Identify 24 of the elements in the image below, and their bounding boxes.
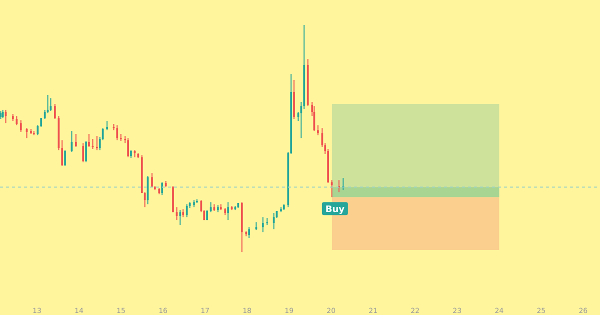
candlestick (106, 120, 108, 131)
annotation: Buy (325, 205, 345, 216)
candlestick (88, 134, 90, 148)
candlestick (186, 204, 188, 218)
candlestick (20, 120, 22, 132)
candlestick (262, 216, 264, 233)
candlestick (317, 124, 319, 136)
candlestick (330, 180, 333, 198)
candlestick (227, 202, 229, 221)
candlestick (179, 210, 182, 226)
candlestick (161, 182, 164, 196)
candlestick (61, 140, 64, 167)
candlestick (64, 150, 66, 167)
candlestick (248, 226, 250, 239)
candlestick (85, 140, 87, 163)
candlestick (272, 212, 275, 230)
candlestick (116, 124, 118, 141)
candlestick (127, 138, 129, 158)
candlestick (82, 142, 84, 163)
candlestick (75, 134, 77, 148)
candlestick (210, 202, 212, 213)
candlestick (313, 106, 316, 132)
candlestick (54, 104, 56, 120)
candlestick (151, 172, 153, 188)
